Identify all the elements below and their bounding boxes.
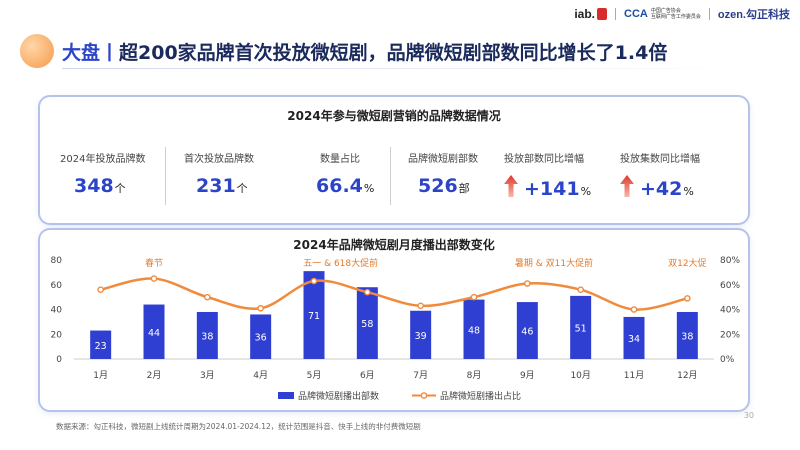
bar-value-label: 58 [361,319,373,330]
iab-logo: iab. [574,7,608,21]
ozen-logo: ozen.勾正科技 [717,9,790,21]
stats-divider [165,147,166,205]
stat-episode-growth: 投放集数同比增幅 +42% [620,154,700,200]
title-prefix: 大盘丨 [62,42,120,64]
page-title: 大盘丨超200家品牌首次投放微短剧，品牌微短剧部数同比增长了1.4倍 [62,38,667,65]
stat-brands: 2024年投放品牌数 348个 [60,154,146,197]
bar-11月 [623,316,645,359]
bar-3月 [196,311,218,359]
share-point-2月 [150,275,158,282]
bar-9月 [516,302,538,359]
x-axis-tick-label: 1月 [93,370,108,381]
chart-card: 2024年品牌微短剧月度播出部数变化 0 20 40 60 80 0% 20% 40% 60% 8… [40,230,748,410]
right-axis-tick-label: 80% [720,256,740,266]
legend-line-label: 品牌微短剧播出占比 [440,390,521,402]
share-point-7月 [417,302,424,310]
stats-card: 2024年参与微短剧营销的品牌数据情况 2024年投放品牌数 348个 首次投放… [40,97,748,223]
legend-bar-label: 品牌微短剧播出部数 [298,390,379,402]
header-logos: iab. CCA 中国广告协会 互联网广告工作委员会 ozen.勾正科技 [574,6,790,22]
bar-value-label: 34 [628,334,640,345]
x-axis-tick-label: 10月 [570,370,590,381]
share-point-5月 [310,277,318,285]
left-axis-tick-label: 20 [51,330,63,340]
stats-card-title: 2024年参与微短剧营销的品牌数据情况 [287,109,501,123]
bar-value-label: 39 [415,331,427,342]
x-axis-tick-label: 12月 [677,370,697,381]
iab-mark-icon [597,8,608,20]
title-underline [62,68,742,69]
left-axis-tick-label: 80 [51,256,63,266]
stats-divider [390,147,391,205]
stat-dramas: 品牌微短剧部数 526部 [408,154,478,197]
bar-value-label: 51 [575,323,587,334]
up-arrow-icon [504,175,518,197]
share-point-3月 [204,293,211,301]
event-annotation: 双12大促 [668,257,706,269]
share-point-10月 [577,286,584,294]
bar-value-label: 71 [308,311,320,322]
share-point-1月 [97,286,104,294]
x-axis-tick-label: 11月 [624,370,644,381]
bar-7月 [410,310,432,359]
bar-value-label: 48 [468,325,480,336]
x-axis-tick-label: 9月 [520,370,535,381]
x-axis-tick-label: 8月 [467,370,482,381]
bar-value-label: 23 [95,341,107,352]
left-axis-tick-label: 60 [51,281,63,291]
bar-value-label: 46 [521,327,533,338]
share-point-8月 [470,293,478,301]
x-axis-tick-label: 6月 [360,370,375,381]
right-axis-tick-label: 20% [720,330,740,340]
stat-drama-growth: 投放部数同比增幅 +141% [504,154,592,200]
bar-value-label: 38 [201,331,213,342]
stats-row: 2024年投放品牌数 348个 首次投放品牌数 231个 数量占比 66.4% … [40,150,748,210]
share-point-4月 [257,304,264,312]
bar-2月 [143,304,165,359]
cca-logo: CCA 中国广告协会 互联网广告工作委员会 [624,8,701,20]
share-point-6月 [364,288,371,296]
share-point-12月 [684,295,691,302]
title-main: 超200家品牌首次投放微短剧，品牌微短剧部数同比增长了1.4倍 [119,42,668,64]
bar-12月 [676,311,698,359]
x-axis-tick-label: 3月 [200,370,215,381]
bar-4月 [250,314,272,359]
bar-value-label: 36 [255,333,267,344]
bar-5月 [303,271,325,359]
legend-bar-swatch [278,392,294,399]
x-axis-tick-label: 2月 [147,370,162,381]
legend-line-marker [420,392,428,399]
event-annotation: 五一 & 618大促前 [303,257,378,269]
x-axis-tick-label: 4月 [253,370,268,381]
title-decoration-circle [20,34,54,68]
up-arrow-icon [620,175,634,197]
bar-8月 [463,299,485,359]
right-axis-tick-label: 60% [720,281,740,291]
bar-6月 [356,287,378,359]
right-axis-tick-label: 40% [720,306,740,316]
left-axis-tick-label: 40 [51,306,63,316]
bar-1月 [90,330,112,359]
bar-value-label: 44 [148,328,160,339]
x-axis-tick-label: 5月 [307,370,322,381]
stat-ratio: 数量占比 66.4% [316,154,375,197]
monthly-chart: 0 20 40 60 80 0% 20% 40% 60% 80% 23 44 38 36 71 58 39 48 4… [51,256,741,402]
left-axis-tick-label: 0 [56,355,62,365]
right-axis-tick-label: 0% [720,355,735,365]
stat-first-time-brands: 首次投放品牌数 231个 [184,154,254,197]
logo-divider [708,8,710,20]
share-line [100,277,688,311]
share-point-11月 [630,306,638,313]
bar-10月 [570,295,592,359]
bar-value-label: 38 [681,331,693,342]
event-annotation: 暑期 & 双11大促前 [515,257,593,269]
chart-title: 2024年品牌微短剧月度播出部数变化 [293,238,495,252]
data-source-note: 数据来源：勾正科技，微短剧上线统计周期为2024.01-2024.12，统计范围… [56,422,421,431]
logo-divider [615,8,617,20]
share-point-9月 [524,280,531,287]
x-axis-tick-label: 7月 [413,370,428,381]
page-number: 30 [743,411,754,420]
event-annotation: 春节 [145,257,163,269]
